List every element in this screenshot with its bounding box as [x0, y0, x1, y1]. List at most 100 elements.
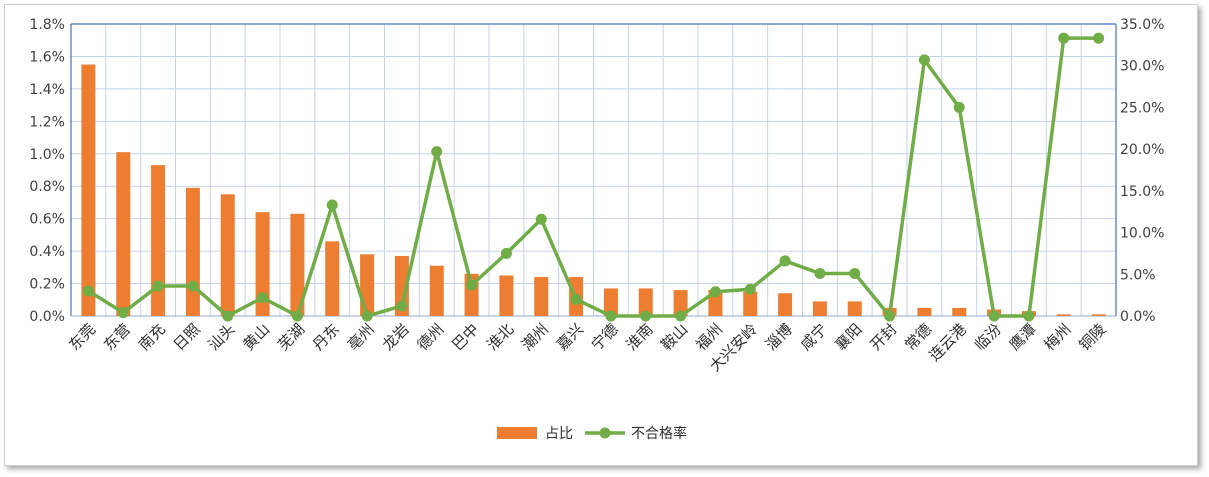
y-left-tick-label: 0.8% — [29, 179, 65, 195]
x-tick-label: 淮北 — [483, 320, 517, 354]
line-point — [1058, 32, 1070, 44]
x-tick-label: 鞍山 — [657, 320, 691, 354]
line-point — [396, 300, 408, 312]
bar — [952, 307, 967, 316]
bar — [917, 307, 932, 316]
bar — [290, 213, 305, 316]
chart-frame — [4, 4, 1198, 466]
x-tick-label: 丹东 — [309, 320, 343, 354]
x-tick-label: 东营 — [100, 320, 134, 354]
line-point — [152, 280, 164, 292]
y-left-tick-label: 0.4% — [29, 244, 65, 260]
bar — [255, 212, 270, 316]
x-tick-label: 铜陵 — [1075, 320, 1109, 354]
x-tick-label: 开封 — [866, 320, 900, 354]
line-point — [82, 285, 94, 297]
y-left-tick-label: 0.2% — [29, 277, 65, 293]
bar — [116, 152, 131, 316]
x-tick-label: 巴中 — [448, 320, 482, 354]
bar — [778, 293, 793, 316]
x-tick-label: 龙岩 — [379, 320, 413, 354]
line-point — [466, 279, 478, 291]
bar — [185, 187, 200, 316]
x-tick-label: 襄阳 — [832, 320, 866, 354]
x-tick-label: 潮州 — [518, 320, 552, 354]
line-point — [918, 54, 930, 66]
bar — [534, 277, 549, 316]
y-left-tick-label: 0.0% — [29, 309, 65, 325]
bar — [394, 255, 409, 316]
line-point — [1093, 32, 1105, 44]
y-left-tick-label: 1.0% — [29, 147, 65, 163]
bar — [429, 265, 444, 316]
y-right-tick-label: 30.0% — [1120, 59, 1164, 75]
x-tick-label: 淮南 — [623, 320, 657, 354]
y-left-tick-label: 0.6% — [29, 212, 65, 228]
line-point — [814, 267, 826, 279]
bar — [743, 291, 758, 316]
line-point — [500, 247, 512, 259]
x-tick-label: 黄山 — [239, 320, 273, 354]
x-tick-label: 连云港 — [926, 320, 971, 365]
line-point — [535, 213, 547, 225]
bar — [499, 275, 514, 316]
bar — [81, 64, 96, 316]
x-tick-label: 东莞 — [65, 320, 99, 354]
y-left-tick-label: 1.2% — [29, 114, 65, 130]
x-tick-label: 南充 — [135, 320, 169, 354]
line-point — [187, 280, 199, 292]
y-right-tick-label: 20.0% — [1120, 142, 1164, 158]
x-tick-label: 德州 — [414, 320, 448, 354]
y-left-tick-label: 1.4% — [29, 82, 65, 98]
bar — [360, 254, 375, 316]
line-point — [222, 310, 234, 322]
line-point — [640, 310, 652, 322]
y-right-tick-label: 35.0% — [1120, 17, 1164, 33]
line-point — [779, 255, 791, 267]
line-point — [361, 310, 373, 322]
line-point — [953, 101, 965, 113]
bar — [638, 288, 653, 316]
x-tick-label: 汕头 — [205, 320, 239, 354]
x-tick-label: 日照 — [170, 320, 204, 354]
bar — [151, 165, 166, 316]
legend-line-label: 不合格率 — [631, 425, 687, 442]
x-tick-label: 鹰潭 — [1006, 320, 1040, 354]
y-right-tick-label: 25.0% — [1120, 100, 1164, 116]
line-point — [884, 310, 896, 322]
x-tick-label: 宁德 — [588, 320, 622, 354]
line-point — [744, 283, 756, 295]
y-left-tick-label: 1.8% — [29, 17, 65, 33]
x-tick-label: 芜湖 — [274, 320, 308, 354]
line-point — [326, 199, 338, 211]
bar — [708, 290, 723, 316]
x-tick-label: 亳州 — [344, 320, 378, 354]
bar — [603, 288, 618, 316]
line-point — [257, 292, 269, 304]
y-right-tick-label: 0.0% — [1120, 309, 1156, 325]
line-point — [431, 146, 443, 158]
bar — [220, 194, 235, 316]
bar — [325, 241, 340, 316]
line-point — [709, 286, 721, 298]
bar — [673, 290, 688, 316]
x-tick-label: 淄博 — [762, 320, 796, 354]
line-point — [988, 310, 1000, 322]
line-point — [117, 307, 129, 319]
y-left-tick-label: 1.6% — [29, 49, 65, 65]
line-point — [291, 310, 303, 322]
legend-bar-swatch — [497, 427, 537, 439]
line-point — [675, 310, 687, 322]
x-tick-label: 临汾 — [971, 320, 1005, 354]
x-tick-label: 咸宁 — [797, 320, 831, 354]
y-right-tick-label: 5.0% — [1120, 267, 1156, 283]
x-tick-label: 嘉兴 — [553, 320, 587, 354]
bar — [1091, 314, 1106, 316]
line-point — [605, 310, 617, 322]
line-series — [87, 36, 1099, 318]
bar — [812, 301, 827, 316]
line-point — [849, 267, 861, 279]
legend-bar-label: 占比 — [545, 426, 573, 442]
y-right-tick-label: 15.0% — [1120, 184, 1164, 200]
